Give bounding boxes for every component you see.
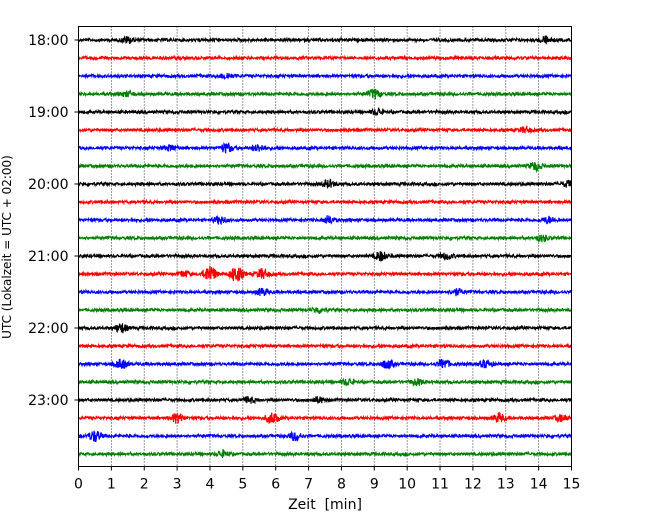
x-axis: 0 1 2 3 4 5 6 7 8 9 10 11 12 13 14 15 [74, 466, 581, 493]
y-axis: 18:00 19:00 20:00 21:00 22:00 23:00 [28, 33, 79, 409]
trace-2330 [78, 430, 573, 443]
trace-2215 [78, 342, 572, 350]
x-tick-label: 3 [173, 477, 182, 493]
y-tick-label: 21:00 [28, 249, 68, 265]
trace-2200 [78, 323, 573, 334]
trace-2115 [78, 265, 573, 282]
trace-2015 [77, 198, 572, 206]
trace-1845 [78, 88, 573, 100]
trace-2100 [78, 251, 573, 262]
x-tick-label: 4 [206, 477, 215, 493]
y-tick-label: 19:00 [28, 105, 68, 121]
trace-2130 [77, 287, 573, 297]
trace-1930 [77, 142, 573, 154]
trace-2045 [77, 234, 573, 243]
x-tick-label: 9 [370, 477, 379, 493]
trace-2000 [78, 178, 573, 189]
x-tick-label: 0 [74, 477, 83, 493]
x-tick-label: 12 [464, 477, 482, 493]
x-tick-label: 10 [398, 477, 416, 493]
x-tick-label: 1 [107, 477, 116, 493]
trace-1945 [77, 161, 573, 174]
y-tick-label: 20:00 [28, 177, 68, 193]
x-tick-label: 5 [238, 477, 247, 493]
trace-2230 [78, 358, 572, 370]
plot-frame [78, 26, 572, 467]
x-tick-label: 2 [140, 477, 149, 493]
trace-2345 [77, 449, 573, 459]
trace-rows [77, 35, 573, 459]
x-tick-label: 11 [431, 477, 449, 493]
trace-2315 [77, 411, 572, 424]
y-axis-title: UTC (Lokalzeit = UTC + 02:00) [0, 155, 14, 339]
trace-1800 [77, 35, 573, 45]
x-tick-label: 13 [497, 477, 515, 493]
trace-2030 [77, 215, 573, 225]
x-tick-label: 15 [563, 477, 581, 493]
x-tick-label: 7 [304, 477, 313, 493]
x-tick-label: 14 [530, 477, 548, 493]
x-tick-label: 8 [337, 477, 346, 493]
trace-1915 [77, 125, 573, 135]
trace-2300 [78, 395, 572, 405]
trace-2245 [77, 377, 573, 387]
grid-lines [110, 26, 540, 467]
trace-1815 [77, 54, 573, 62]
x-tick-label: 6 [271, 477, 280, 493]
y-tick-label: 18:00 [28, 33, 68, 49]
trace-1900 [78, 106, 572, 116]
trace-1830 [77, 72, 573, 81]
x-axis-title: Zeit [min] [288, 497, 362, 513]
y-tick-label: 23:00 [28, 393, 68, 409]
y-tick-label: 22:00 [28, 321, 68, 337]
trace-2145 [78, 306, 573, 314]
